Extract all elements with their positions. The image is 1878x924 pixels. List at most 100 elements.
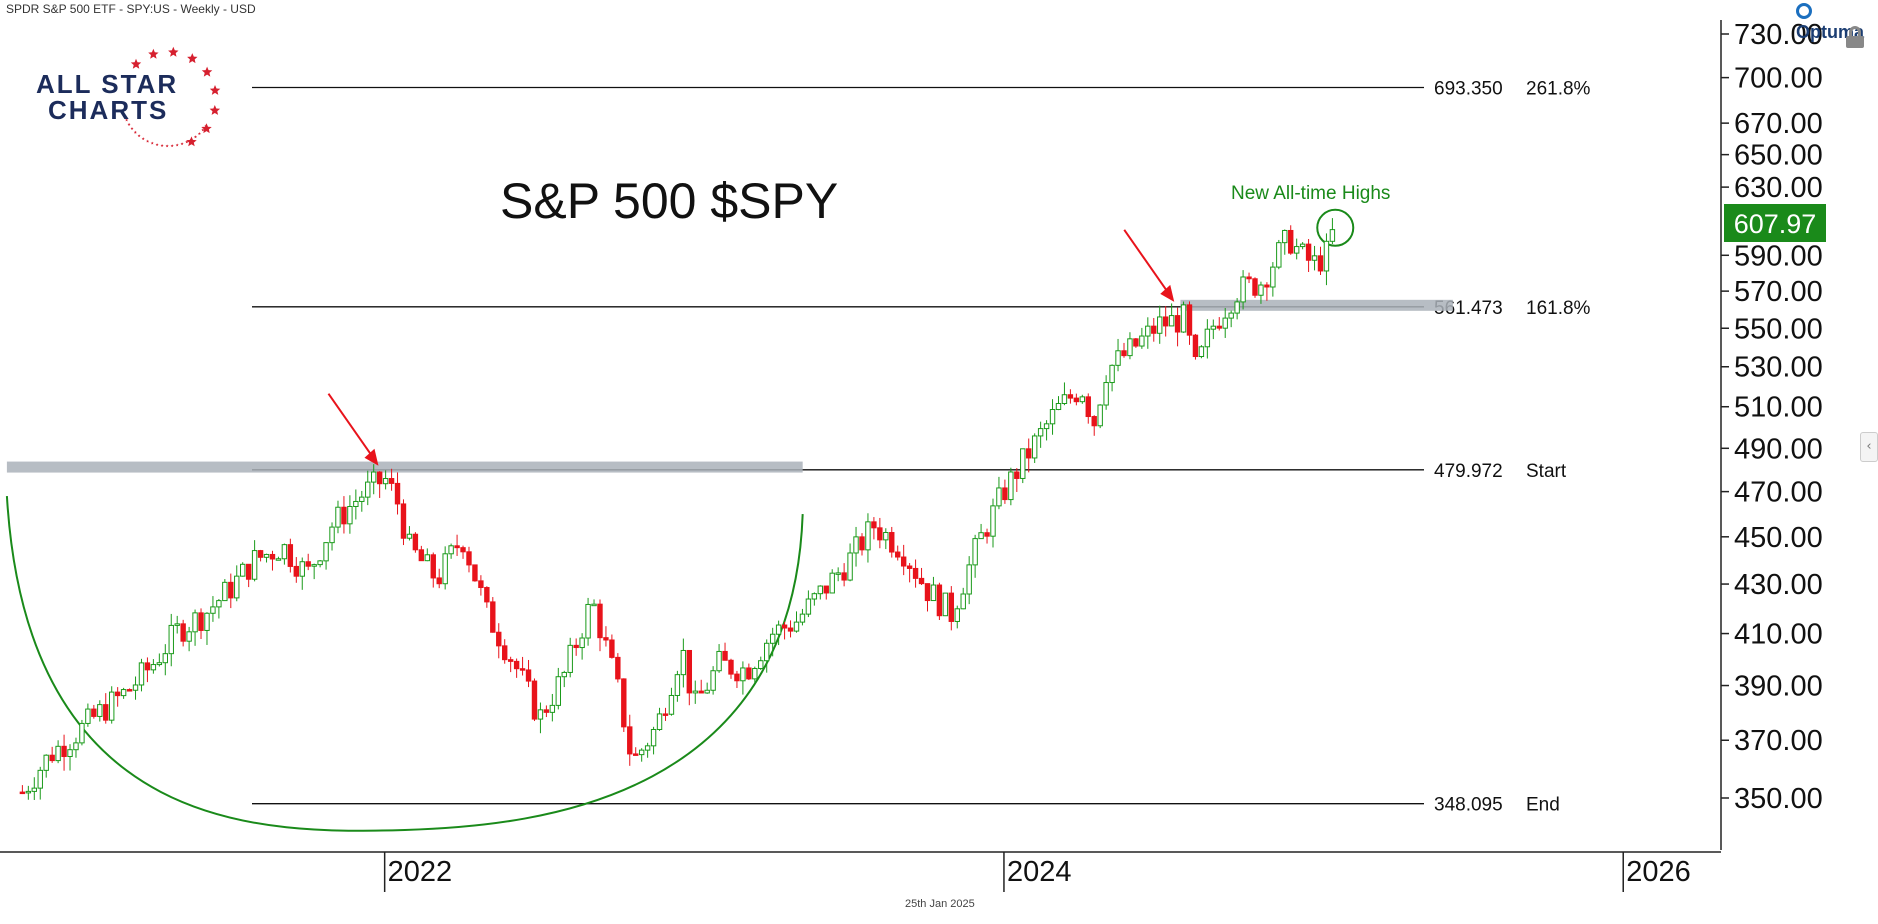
candle bbox=[948, 586, 955, 631]
candle-body bbox=[1037, 428, 1044, 437]
candle-body bbox=[216, 600, 222, 608]
star-icon bbox=[137, 134, 141, 138]
candle-body bbox=[466, 551, 472, 566]
ath-circle bbox=[1316, 208, 1355, 247]
candle-body bbox=[418, 549, 425, 562]
candle-body bbox=[376, 471, 383, 485]
candle-body bbox=[1162, 316, 1169, 327]
candle bbox=[1222, 307, 1228, 338]
candle bbox=[817, 585, 824, 600]
candle bbox=[1305, 238, 1312, 272]
candle bbox=[275, 556, 282, 561]
candle-body bbox=[948, 592, 955, 622]
candle-body bbox=[674, 674, 681, 696]
candle-body bbox=[889, 532, 895, 553]
candle-body bbox=[299, 561, 305, 577]
candle bbox=[1264, 282, 1270, 301]
candle bbox=[1139, 327, 1145, 349]
candle-body bbox=[49, 754, 55, 762]
candle-body bbox=[621, 678, 627, 728]
candle bbox=[466, 546, 472, 573]
candle-body bbox=[686, 649, 693, 694]
candle-body bbox=[978, 532, 984, 540]
candle-body bbox=[97, 704, 103, 717]
candle-body bbox=[728, 659, 734, 675]
candle bbox=[513, 658, 520, 678]
candle-body bbox=[1133, 338, 1139, 347]
candle bbox=[335, 500, 341, 534]
candle bbox=[692, 680, 698, 704]
candle-body bbox=[918, 577, 925, 585]
candle bbox=[37, 766, 43, 800]
candle bbox=[793, 611, 800, 633]
candle-body bbox=[478, 580, 484, 589]
candle bbox=[1323, 233, 1330, 286]
candle bbox=[490, 597, 496, 633]
candle bbox=[889, 526, 895, 558]
candle bbox=[603, 626, 609, 647]
star-icon bbox=[141, 137, 145, 140]
candle-body bbox=[162, 653, 168, 664]
candle-body bbox=[638, 749, 645, 756]
candle bbox=[400, 499, 407, 546]
candle bbox=[132, 676, 139, 700]
candle bbox=[823, 585, 829, 600]
candle-body bbox=[144, 662, 151, 671]
candle-body bbox=[412, 533, 419, 551]
candle-body bbox=[531, 680, 538, 720]
star-icon bbox=[209, 105, 221, 115]
candle bbox=[591, 599, 597, 607]
candle-body bbox=[906, 565, 913, 569]
candle-body bbox=[430, 554, 436, 579]
x-tick-label: 2024 bbox=[1007, 856, 1072, 888]
star-icon bbox=[204, 124, 208, 128]
candle bbox=[85, 703, 91, 727]
candle-body bbox=[841, 572, 847, 581]
candle bbox=[1061, 382, 1068, 406]
candle-body bbox=[1270, 266, 1276, 288]
y-tick-label: 390.00 bbox=[1734, 671, 1823, 703]
candle-body bbox=[311, 564, 317, 567]
candle-body bbox=[924, 583, 931, 602]
candle bbox=[73, 737, 79, 758]
lock-icon[interactable] bbox=[1846, 26, 1864, 48]
candle-body bbox=[496, 631, 502, 647]
candle bbox=[912, 559, 919, 588]
candle-body bbox=[1061, 394, 1068, 405]
candle bbox=[966, 556, 972, 605]
candle-body bbox=[758, 660, 764, 669]
candle bbox=[615, 653, 621, 683]
candle bbox=[222, 579, 228, 602]
candle-body bbox=[507, 659, 514, 662]
candle-body bbox=[204, 612, 210, 631]
fib-level-value: 479.972 bbox=[1434, 461, 1503, 482]
candle-body bbox=[972, 538, 978, 566]
ath-annotation: New All-time Highs bbox=[1231, 183, 1390, 204]
candle bbox=[1293, 238, 1300, 260]
resistance-zones bbox=[6, 299, 1453, 473]
arrow-shaft bbox=[327, 393, 374, 458]
candle-body bbox=[1014, 471, 1020, 479]
candle bbox=[549, 693, 556, 722]
star-icon bbox=[130, 58, 142, 69]
candle bbox=[728, 658, 734, 679]
candle-body bbox=[1246, 276, 1252, 280]
candle bbox=[114, 687, 121, 707]
candle bbox=[365, 470, 371, 506]
candle bbox=[210, 596, 216, 622]
candle-body bbox=[805, 598, 812, 615]
candle bbox=[579, 633, 585, 660]
candle-body bbox=[114, 691, 121, 697]
candle bbox=[126, 688, 133, 692]
star-icon bbox=[155, 143, 159, 146]
star-icon bbox=[189, 138, 193, 141]
candle bbox=[627, 714, 633, 766]
candle-body bbox=[323, 542, 329, 562]
candle-body bbox=[251, 550, 258, 580]
candle-body bbox=[85, 708, 91, 724]
candle-body bbox=[406, 533, 413, 539]
candle-body bbox=[126, 689, 133, 692]
candle-body bbox=[954, 608, 960, 622]
candle-body bbox=[120, 689, 127, 697]
chevron-left-icon[interactable]: ‹ bbox=[1860, 432, 1878, 462]
